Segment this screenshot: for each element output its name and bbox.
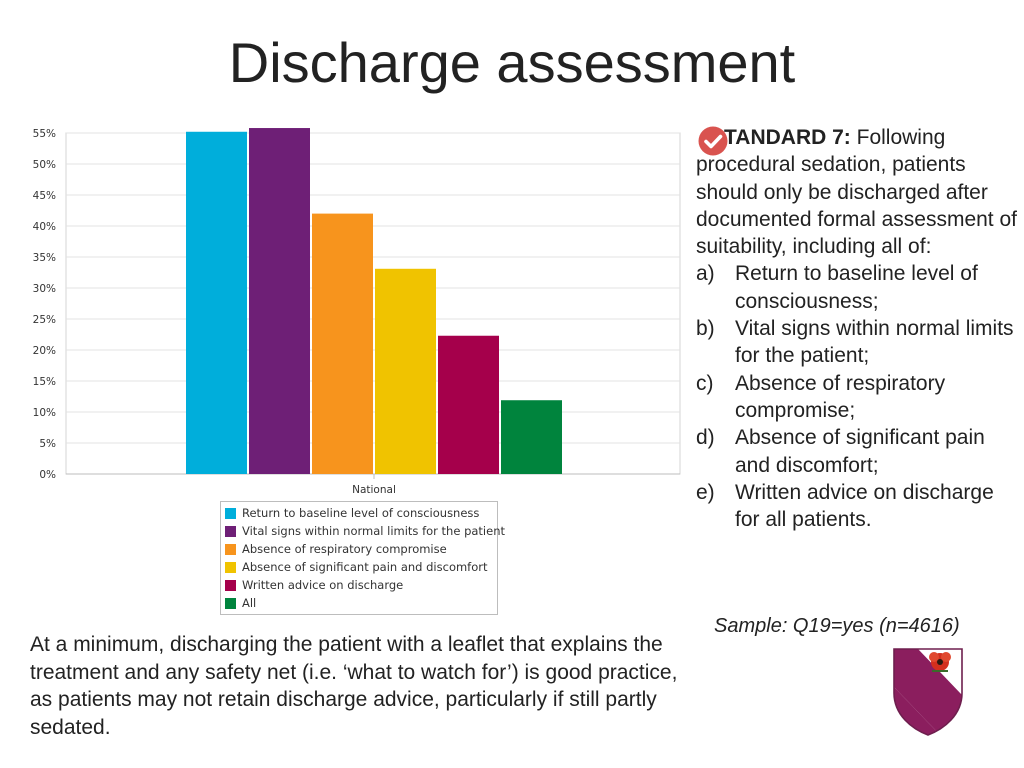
sample-size: Sample: Q19=yes (n=4616)	[714, 615, 960, 637]
legend-item: Return to baseline level of consciousnes…	[221, 504, 497, 522]
y-tick-label: 15%	[33, 376, 56, 388]
bar-3	[312, 213, 373, 474]
bar-4	[375, 268, 436, 474]
standard-criterion: e) Written advice on discharge for all pa…	[696, 479, 1018, 534]
y-tick-label: 20%	[33, 345, 56, 357]
y-tick-label: 35%	[33, 252, 56, 264]
criterion-letter: d)	[696, 426, 715, 450]
standard-intro: STANDARD 7: Following procedural sedatio…	[696, 124, 1018, 260]
page-title: Discharge assessment	[228, 31, 796, 94]
y-tick-labels: 0% 5% 10% 15% 20% 25% 30% 35% 40% 45% 50% 55%	[33, 128, 56, 481]
y-tick-label: 25%	[33, 314, 56, 326]
bar-6	[501, 400, 562, 474]
legend-item: Absence of significant pain and discomfo…	[221, 558, 497, 576]
x-category-label: National	[352, 484, 396, 496]
criterion-text: Written advice on discharge for all pati…	[735, 480, 994, 532]
chart-area: 0% 5% 10% 15% 20% 25% 30% 35% 40% 45% 50% 55% Natio…	[0, 118, 690, 618]
standard-criterion: a) Return to baseline level of consciousn…	[696, 260, 1018, 315]
y-tick-label: 30%	[33, 283, 56, 295]
legend-swatch	[225, 525, 236, 537]
standard-intro-text: Following procedural sedation, patients …	[696, 126, 1017, 259]
bar-2	[249, 128, 310, 475]
poppy-flower-icon	[929, 652, 951, 672]
criterion-letter: b)	[696, 317, 715, 341]
standard-criterion: b) Vital signs within normal limits for t…	[696, 315, 1018, 370]
y-tick-label: 55%	[33, 128, 56, 140]
legend-swatch	[225, 561, 236, 573]
standard-criterion: c) Absence of respiratory compromise;	[696, 370, 1018, 425]
criterion-text: Vital signs within normal limits for the…	[735, 317, 1014, 368]
legend-label: Vital signs within normal limits for the…	[242, 524, 505, 538]
check-circle-icon	[698, 126, 728, 156]
criterion-text: Return to baseline level of consciousnes…	[735, 262, 978, 313]
legend-swatch	[225, 543, 236, 555]
criterion-letter: a)	[696, 262, 715, 286]
legend-item: Vital signs within normal limits for the…	[221, 522, 505, 540]
legend-label: Return to baseline level of consciousnes…	[242, 506, 480, 520]
legend-swatch	[225, 597, 236, 609]
legend-item: Absence of respiratory compromise	[221, 540, 497, 558]
criterion-text: Absence of significant pain and discomfo…	[735, 426, 985, 477]
standard-criterion: d) Absence of significant pain and discom…	[696, 424, 1018, 479]
bar-5	[438, 335, 499, 474]
y-tick-label: 0%	[39, 469, 56, 481]
legend-item: All	[221, 594, 497, 612]
y-tick-label: 5%	[39, 438, 56, 450]
x-category-labels: National	[352, 484, 396, 496]
chart-legend: Return to baseline level of consciousnes…	[220, 501, 505, 615]
legend-label: All	[242, 596, 257, 610]
legend-label: Absence of significant pain and discomfo…	[242, 560, 488, 574]
criterion-text: Absence of respiratory compromise;	[735, 371, 946, 422]
legend-label: Written advice on discharge	[242, 578, 404, 592]
legend-item: Written advice on discharge	[221, 576, 497, 594]
standard-label: STANDARD 7:	[710, 126, 851, 149]
criterion-letter: e)	[696, 480, 715, 504]
footnote-text: At a minimum, discharging the patient wi…	[30, 633, 678, 739]
criterion-letter: c)	[696, 371, 714, 395]
legend-label: Absence of respiratory compromise	[242, 542, 447, 556]
y-tick-label: 40%	[33, 221, 56, 233]
bar-1	[186, 131, 247, 474]
legend-swatch	[225, 507, 236, 519]
bar-chart: 0% 5% 10% 15% 20% 25% 30% 35% 40% 45% 50% 55% Natio…	[33, 128, 681, 496]
standard-panel: STANDARD 7: Following procedural sedatio…	[696, 124, 1018, 533]
y-tick-label: 45%	[33, 190, 56, 202]
chart-bars	[186, 128, 562, 475]
standard-criteria-list: a) Return to baseline level of consciousn…	[696, 260, 1018, 533]
y-tick-label: 50%	[33, 159, 56, 171]
legend-swatch	[225, 579, 236, 591]
shield-crest-icon	[893, 648, 963, 736]
y-tick-label: 10%	[33, 407, 56, 419]
